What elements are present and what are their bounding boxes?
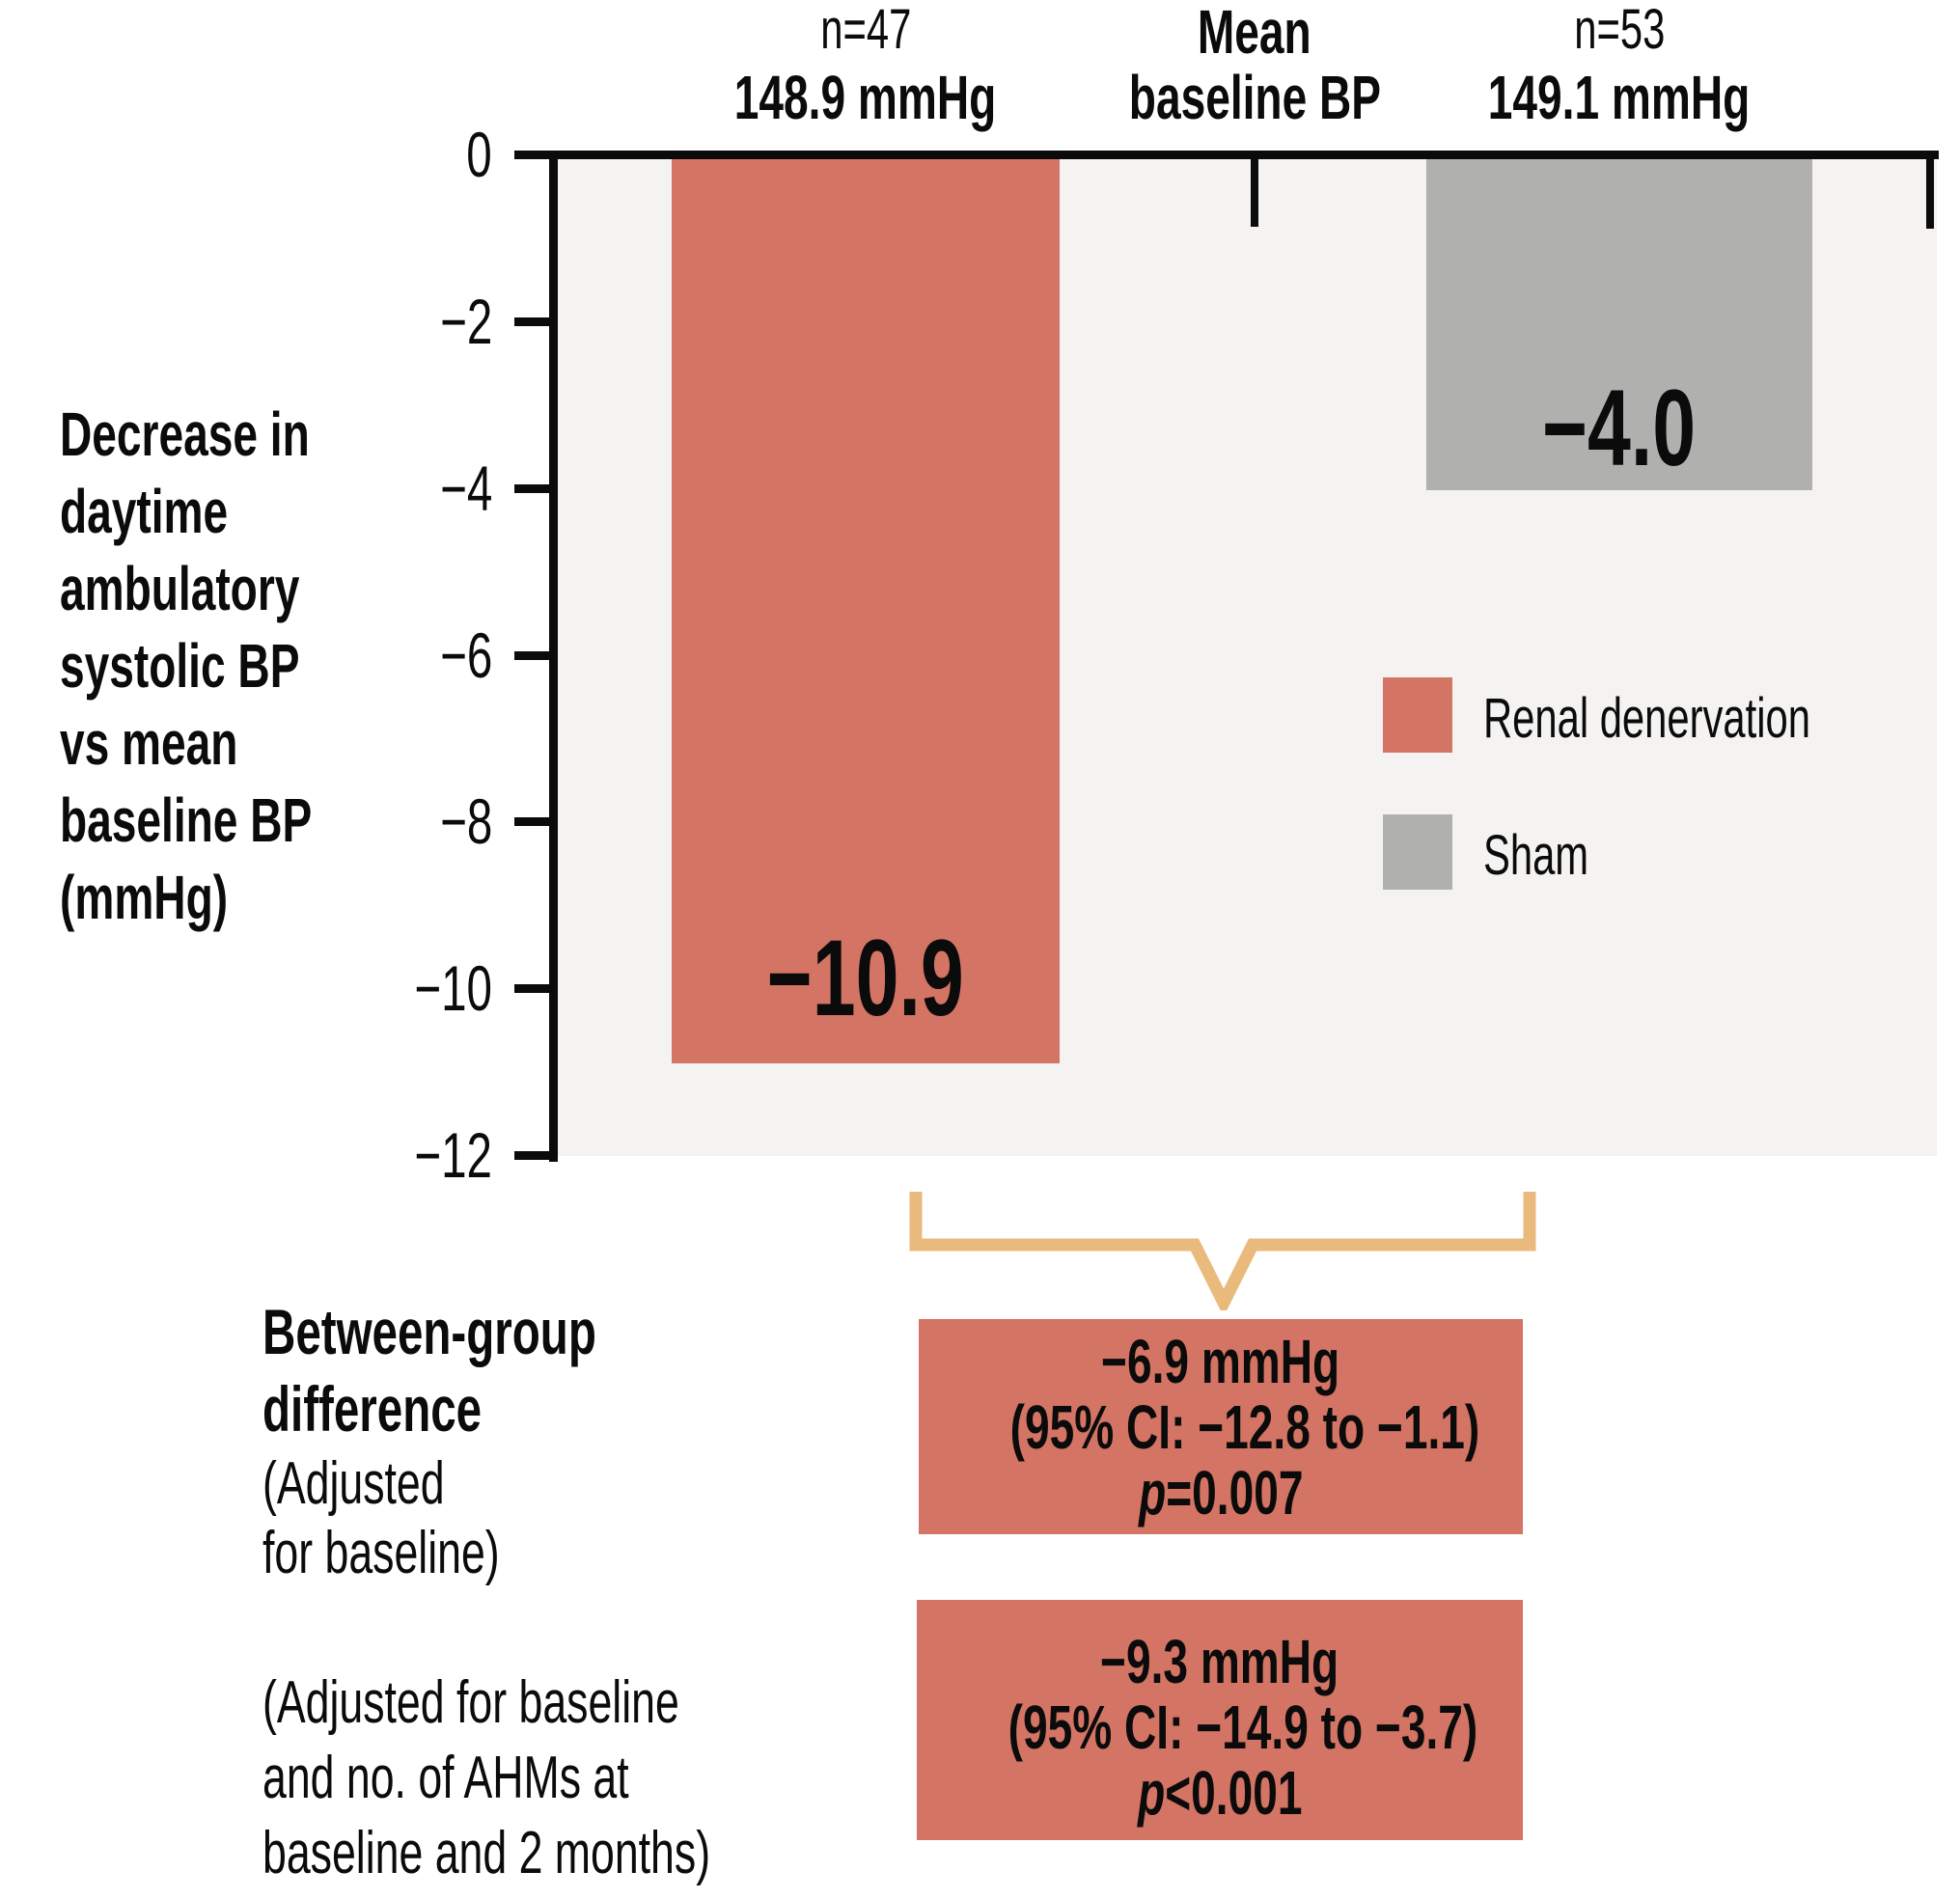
y-axis-title-text-1: Decrease in: [60, 399, 310, 469]
stat-box-adjusted-baseline: −6.9 mmHg (95% CI: −12.8 to −1.1) p=0.00…: [919, 1319, 1523, 1534]
note-adjusted-baseline-line-2: for baseline): [262, 1519, 592, 1588]
label-n-sham: n=53: [1426, 0, 1812, 60]
label-mean-text: Mean: [1198, 0, 1311, 67]
between-group-heading-line-1: Between-group: [262, 1293, 726, 1370]
stat-box-2-value: −9.3 mmHg: [1100, 1627, 1339, 1696]
y-axis-title-line-1: Decrease in: [60, 396, 406, 473]
y-tick-12: [514, 1151, 549, 1160]
stat-box-2-line-2: (95% CI: −14.9 to −3.7): [917, 1694, 1523, 1760]
y-tick-4: [514, 484, 549, 493]
stat-box-1-value: −6.9 mmHg: [1101, 1327, 1340, 1396]
between-group-heading-text-2: difference: [262, 1373, 483, 1445]
y-tick-8: [514, 817, 549, 826]
stat-box-1-line-3: p=0.007: [919, 1460, 1523, 1526]
label-mean-baseline-line2: baseline BP: [1062, 66, 1448, 129]
stat-box-2-line-1: −9.3 mmHg: [917, 1629, 1523, 1694]
y-tick-label-2: −2: [285, 289, 492, 353]
bar-renal-denervation: [672, 158, 1060, 1063]
stat-box-2-line-3: p<0.001: [917, 1760, 1523, 1826]
y-tick-10: [514, 984, 549, 993]
mean-baseline-tick: [1251, 159, 1258, 227]
bar-label-renal-text: −10.9: [766, 918, 965, 1038]
stat-box-1-line-2: (95% CI: −12.8 to −1.1): [919, 1394, 1523, 1460]
label-n-renal-text: n=47: [819, 0, 912, 61]
y-axis-title-text-7: (mmHg): [60, 863, 229, 932]
label-n-sham-text: n=53: [1573, 0, 1666, 61]
y-tick-label-8-text: −8: [439, 785, 492, 857]
y-axis-title-line-5: vs mean: [60, 704, 307, 782]
bar-sham: [1426, 158, 1812, 490]
y-tick-label-6: −6: [285, 623, 492, 687]
stat-box-adjusted-baseline-ahms: −9.3 mmHg (95% CI: −14.9 to −3.7) p<0.00…: [917, 1600, 1523, 1840]
stat-box-2-p-value: <0.001: [1164, 1758, 1303, 1828]
y-axis-title-text-5: vs mean: [60, 708, 238, 778]
y-tick-label-0-text: 0: [466, 119, 492, 190]
note-adjusted-ahms-line-3: baseline and 2 months): [262, 1816, 885, 1891]
y-tick-label-4: −4: [285, 456, 492, 520]
y-axis-title-line-6: baseline BP: [60, 782, 410, 859]
note-2-text-3: baseline and 2 months): [262, 1820, 711, 1886]
note-adjusted-ahms-line-1: (Adjusted for baseline: [262, 1665, 842, 1741]
bar-label-sham: −4.0: [1426, 365, 1812, 492]
between-group-heading-text-1: Between-group: [262, 1296, 596, 1367]
note-adjusted-baseline-line-1: (Adjusted: [262, 1449, 515, 1519]
note-2-text-1: (Adjusted for baseline: [262, 1669, 679, 1736]
y-tick-0: [514, 151, 549, 159]
stat-box-1-ci: (95% CI: −12.8 to −1.1): [1009, 1392, 1480, 1462]
note-adjusted-ahms-line-2: and no. of AHMs at: [262, 1741, 771, 1816]
legend-swatch-sham: [1383, 814, 1452, 890]
between-group-heading-line-2: difference: [262, 1370, 566, 1447]
brace-icon: [909, 1192, 1536, 1310]
note-1-text-2: for baseline): [262, 1520, 500, 1586]
bar-label-renal: −10.9: [672, 915, 1060, 1042]
label-mean-baseline-line1: Mean: [1062, 0, 1448, 64]
y-axis-title-line-4: systolic BP: [60, 627, 393, 704]
y-tick-6: [514, 651, 549, 660]
y-tick-label-12: −12: [285, 1123, 492, 1187]
y-axis-title-text-2: daytime: [60, 477, 229, 546]
stat-box-2-ci: (95% CI: −14.9 to −3.7): [1008, 1693, 1478, 1762]
y-tick-label-12-text: −12: [414, 1119, 492, 1191]
y-tick-label-0: 0: [285, 123, 492, 186]
y-tick-label-8: −8: [285, 789, 492, 853]
y-axis-title-line-2: daytime: [60, 473, 293, 550]
y-tick-label-6-text: −6: [439, 619, 492, 691]
y-tick-label-4-text: −4: [439, 453, 492, 524]
legend-label-renal-text: Renal denervation: [1483, 687, 1810, 750]
y-axis-title-text-6: baseline BP: [60, 785, 313, 855]
stat-box-1-p-value: =0.007: [1165, 1458, 1304, 1527]
stat-box-2-p-symbol: p: [1137, 1758, 1165, 1828]
y-tick-label-2-text: −2: [439, 286, 492, 357]
x-axis-line: [549, 151, 1939, 159]
legend-label-renal-denervation: Renal denervation: [1483, 689, 1938, 749]
axis-end-tick: [1926, 159, 1934, 229]
bar-label-sham-text: −4.0: [1542, 368, 1697, 488]
label-bp-renal: 148.9 mmHg: [672, 66, 1060, 129]
note-2-text-2: and no. of AHMs at: [262, 1745, 629, 1811]
legend-swatch-renal-denervation: [1383, 677, 1452, 753]
y-tick-label-10-text: −10: [414, 952, 492, 1024]
label-bp-sham-text: 149.1 mmHg: [1488, 63, 1751, 132]
y-axis-title-text-4: systolic BP: [60, 631, 300, 701]
label-bp-renal-text: 148.9 mmHg: [734, 63, 997, 132]
label-n-renal: n=47: [672, 0, 1060, 60]
label-bp-sham: 149.1 mmHg: [1426, 66, 1812, 129]
y-axis-title-text-3: ambulatory: [60, 554, 300, 623]
y-axis-title-line-3: ambulatory: [60, 550, 393, 627]
stat-box-1-p-symbol: p: [1138, 1458, 1166, 1527]
legend-label-sham-text: Sham: [1483, 824, 1589, 887]
stat-box-1-line-1: −6.9 mmHg: [919, 1329, 1523, 1394]
legend-label-sham: Sham: [1483, 826, 1630, 886]
y-axis-line: [549, 151, 558, 1162]
y-axis-title-line-7: (mmHg): [60, 859, 293, 936]
note-1-text-1: (Adjusted: [262, 1450, 445, 1517]
y-tick-2: [514, 317, 549, 326]
y-tick-label-10: −10: [285, 956, 492, 1020]
label-baseline-bp-text: baseline BP: [1128, 63, 1381, 132]
